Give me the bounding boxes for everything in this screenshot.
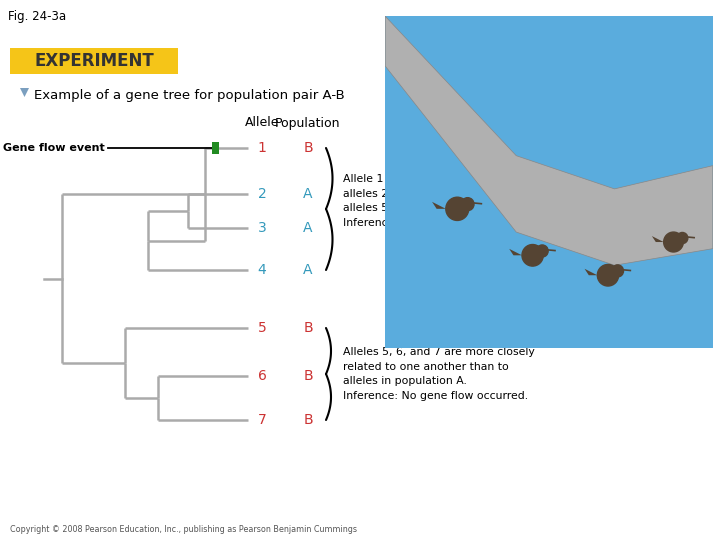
Text: Alleles 5, 6, and 7 are more closely
related to one another than to
alleles in p: Alleles 5, 6, and 7 are more closely rel… (343, 347, 535, 401)
Text: B: B (303, 413, 312, 427)
Polygon shape (652, 236, 664, 242)
Circle shape (677, 232, 688, 244)
Text: A: A (303, 263, 312, 277)
Text: A: A (303, 221, 312, 235)
Text: 4: 4 (258, 263, 266, 277)
Polygon shape (385, 16, 713, 265)
Polygon shape (20, 88, 29, 97)
Text: Gene flow event: Gene flow event (4, 143, 105, 153)
Text: Fig. 24-3a: Fig. 24-3a (8, 10, 66, 23)
Text: B: B (303, 141, 312, 155)
Circle shape (611, 265, 624, 277)
Text: B: B (303, 369, 312, 383)
Text: Copyright © 2008 Pearson Education, Inc., publishing as Pearson Benjamin Cumming: Copyright © 2008 Pearson Education, Inc.… (10, 525, 357, 534)
FancyBboxPatch shape (10, 48, 178, 74)
Circle shape (536, 245, 548, 257)
Text: Population: Population (275, 117, 341, 130)
Text: 5: 5 (258, 321, 266, 335)
Text: Allele: Allele (245, 117, 279, 130)
Circle shape (664, 232, 683, 252)
Text: Example of a gene tree for population pair A-B: Example of a gene tree for population pa… (34, 89, 345, 102)
Polygon shape (585, 269, 598, 275)
Text: A: A (303, 187, 312, 201)
Polygon shape (432, 202, 446, 209)
Text: B: B (303, 321, 312, 335)
Text: 3: 3 (258, 221, 266, 235)
Text: Allele 1 is more closely related to
alleles 2, 3, and 4 than to
alleles 5, 6, an: Allele 1 is more closely related to alle… (343, 174, 525, 227)
Circle shape (598, 265, 618, 286)
Circle shape (462, 198, 474, 211)
Text: EXPERIMENT: EXPERIMENT (34, 52, 154, 70)
Polygon shape (509, 249, 522, 255)
FancyBboxPatch shape (212, 142, 218, 154)
Text: 6: 6 (258, 369, 266, 383)
FancyBboxPatch shape (385, 16, 713, 348)
Circle shape (522, 245, 544, 266)
Text: 1: 1 (258, 141, 266, 155)
Text: 7: 7 (258, 413, 266, 427)
Circle shape (446, 197, 469, 220)
Text: 2: 2 (258, 187, 266, 201)
